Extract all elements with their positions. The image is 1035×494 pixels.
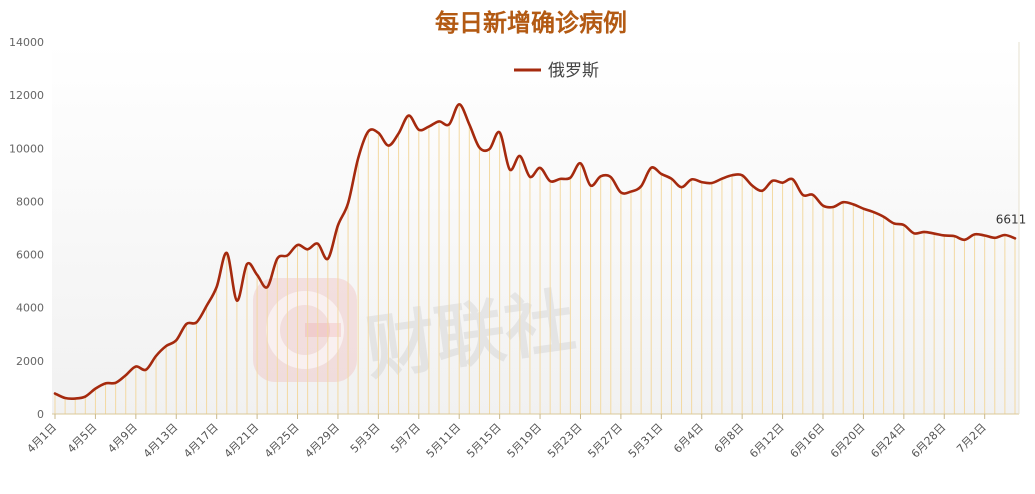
y-tick-label: 6000	[16, 249, 44, 262]
watermark: 财联社	[253, 278, 580, 390]
x-tick-label: 6月4日	[671, 421, 706, 456]
x-tick-label: 6月16日	[788, 421, 828, 461]
legend-label: 俄罗斯	[548, 61, 599, 81]
y-tick-label: 12000	[9, 89, 44, 102]
plot-background	[52, 42, 1019, 414]
x-tick-label: 5月3日	[348, 421, 383, 456]
x-tick-label: 5月15日	[464, 421, 504, 461]
x-tick-label: 4月21日	[222, 421, 262, 461]
x-axis: 4月1日 4月5日 4月9日 4月13日 4月17日 4月21日 4月25日 4月29日 5月3…	[24, 414, 989, 461]
x-tick-label: 6月24日	[868, 421, 908, 461]
x-tick-label: 5月31日	[626, 421, 666, 461]
x-tick-label: 7月2日	[954, 421, 989, 456]
x-tick-label: 5月27日	[585, 421, 625, 461]
y-axis: 0 2000 4000 6000 8000 10000 12000 14000	[9, 36, 44, 421]
end-value-label: 6611	[996, 212, 1027, 226]
x-tick-label: 6月28日	[909, 421, 949, 461]
x-tick-label: 5月7日	[388, 421, 423, 456]
y-tick-label: 0	[37, 408, 44, 421]
chart-title: 每日新增确诊病例	[435, 9, 627, 37]
x-tick-label: 6月20日	[828, 421, 868, 461]
y-tick-label: 4000	[16, 302, 44, 315]
x-tick-label: 4月25日	[262, 421, 302, 461]
x-tick-label: 5月23日	[545, 421, 585, 461]
x-tick-label: 4月1日	[24, 421, 59, 456]
y-tick-label: 2000	[16, 355, 44, 368]
x-tick-label: 6月12日	[747, 421, 787, 461]
x-tick-label: 4月5日	[65, 421, 100, 456]
y-tick-label: 8000	[16, 195, 44, 208]
x-tick-label: 4月13日	[141, 421, 181, 461]
x-tick-label: 4月17日	[181, 421, 221, 461]
x-tick-label: 4月29日	[302, 421, 342, 461]
x-tick-label: 5月19日	[505, 421, 545, 461]
x-tick-label: 4月9日	[105, 421, 140, 456]
series-line-russia	[53, 102, 1017, 401]
x-tick-label: 6月8日	[712, 421, 747, 456]
x-tick-label: 5月11日	[424, 421, 464, 461]
fill-lines	[54, 104, 1016, 414]
legend: 俄罗斯	[514, 61, 599, 81]
cls-logo-icon	[253, 278, 357, 382]
y-tick-label: 10000	[9, 142, 44, 155]
y-tick-label: 14000	[9, 36, 44, 49]
